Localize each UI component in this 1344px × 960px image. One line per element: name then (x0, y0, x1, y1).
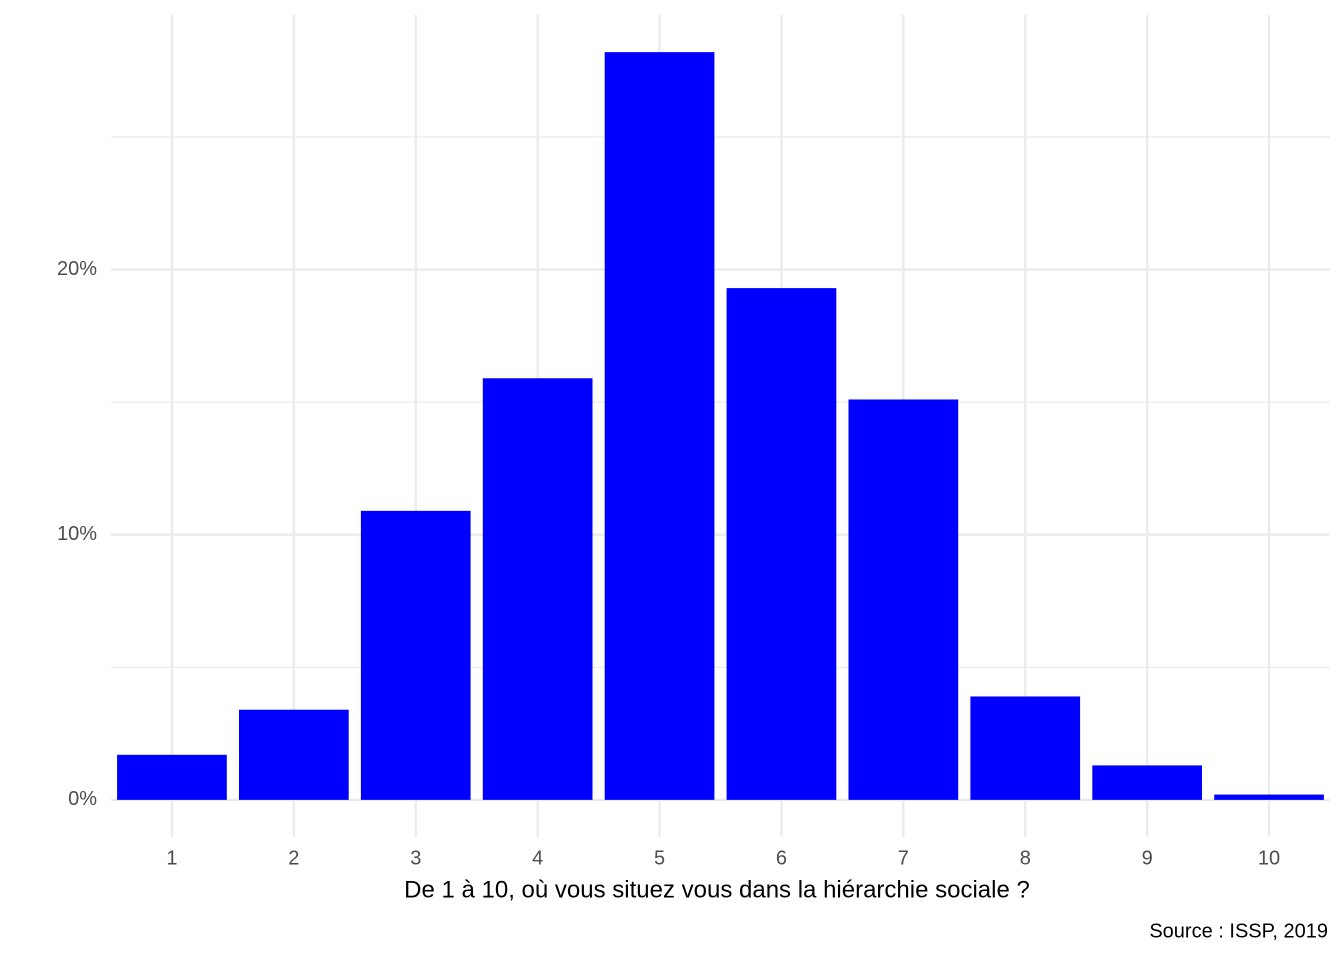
x-tick-label: 7 (898, 847, 909, 869)
x-tick-label: 2 (288, 847, 299, 869)
bar (1214, 794, 1324, 800)
bar (970, 696, 1081, 800)
bar (726, 288, 837, 800)
x-tick-label: 3 (410, 847, 421, 869)
y-tick-label: 20% (57, 258, 97, 280)
x-tick-label: 5 (654, 847, 665, 869)
bar (604, 52, 715, 800)
y-tick-label: 0% (68, 788, 97, 810)
y-tick-label: 10% (57, 523, 97, 545)
caption: Source : ISSP, 2019 (1149, 920, 1328, 942)
x-axis-title: De 1 à 10, où vous situez vous dans la h… (404, 876, 1030, 903)
x-tick-label: 10 (1258, 847, 1280, 869)
x-tick-label: 6 (776, 847, 787, 869)
x-tick-label: 4 (532, 847, 543, 869)
bar (360, 510, 471, 800)
bar (482, 378, 593, 800)
x-tick-label: 1 (166, 847, 177, 869)
bar (848, 399, 959, 800)
x-tick-label: 8 (1020, 847, 1031, 869)
bar (238, 709, 349, 800)
bar (1092, 765, 1203, 800)
bar (117, 754, 227, 800)
x-tick-label: 9 (1142, 847, 1153, 869)
